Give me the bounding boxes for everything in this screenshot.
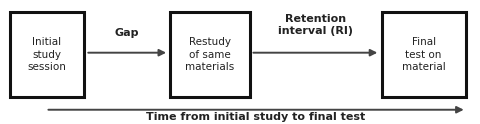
Text: Initial
study
session: Initial study session — [27, 37, 66, 72]
Text: Retention
interval (RI): Retention interval (RI) — [278, 14, 353, 36]
FancyBboxPatch shape — [170, 12, 250, 97]
Text: Time from initial study to final test: Time from initial study to final test — [146, 111, 366, 122]
Text: Final
test on
material: Final test on material — [402, 37, 445, 72]
Text: Gap: Gap — [115, 28, 140, 38]
FancyBboxPatch shape — [382, 12, 466, 97]
FancyBboxPatch shape — [10, 12, 84, 97]
Text: Restudy
of same
materials: Restudy of same materials — [185, 37, 235, 72]
